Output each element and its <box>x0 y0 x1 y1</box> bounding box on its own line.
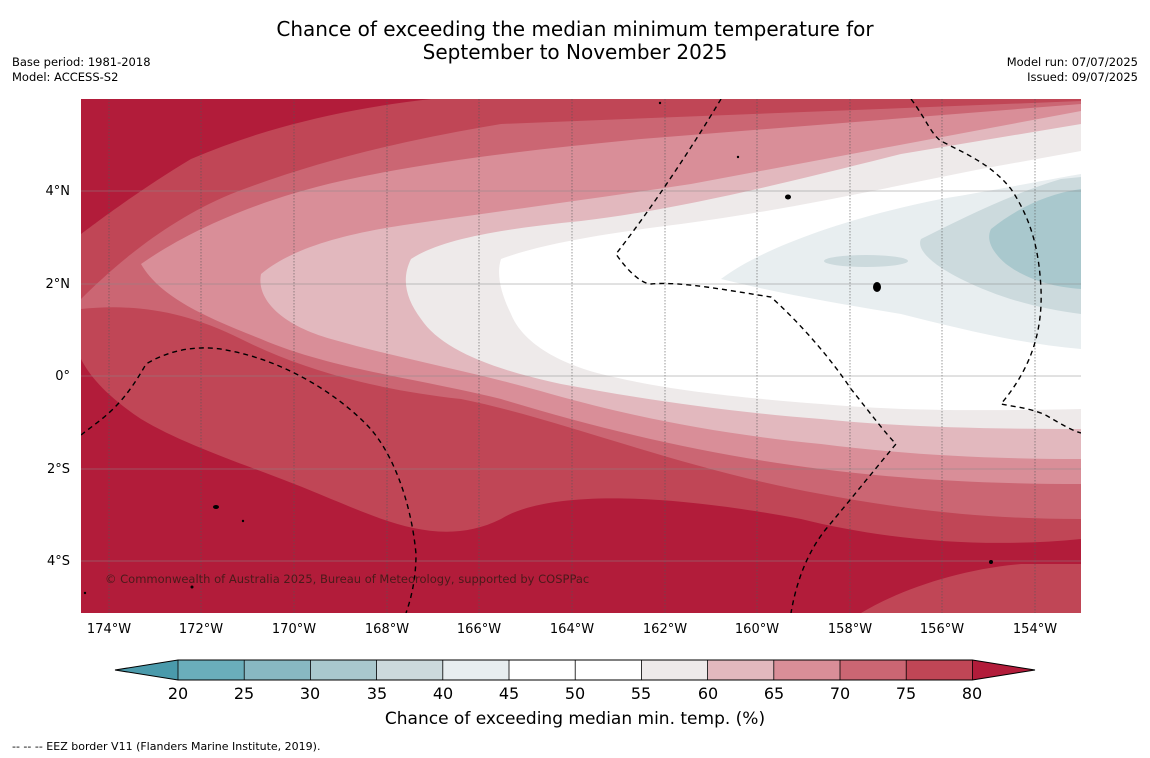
cb-60-65 <box>707 660 774 680</box>
eez-borders <box>81 99 1081 613</box>
cb-tick-65: 65 <box>763 684 785 703</box>
cb-extend-high <box>972 660 1035 680</box>
lon-label-160w: 160°W <box>734 622 780 637</box>
islands <box>83 101 993 595</box>
lon-label-162w: 162°W <box>642 622 688 637</box>
model-name: Model: ACCESS-S2 <box>12 70 119 84</box>
cb-tick-45: 45 <box>498 684 520 703</box>
lon-label-154w: 154°W <box>1012 622 1058 637</box>
graticule-lat <box>81 190 1081 562</box>
eez-footnote: -- -- -- EEZ border V11 (Flanders Marine… <box>12 740 321 753</box>
cb-50-55 <box>575 660 642 680</box>
issued-date: Issued: 09/07/2025 <box>1027 70 1138 84</box>
lon-label-156w: 156°W <box>919 622 965 637</box>
cb-55-60 <box>641 660 708 680</box>
cb-20-25 <box>178 660 245 680</box>
lat-label-2s: 2°S <box>46 462 70 477</box>
cb-tick-55: 55 <box>630 684 652 703</box>
cb-tick-20: 20 <box>167 684 189 703</box>
title-line-2: September to November 2025 <box>422 40 728 64</box>
meta-left: Base period: 1981-2018 Model: ACCESS-S2 <box>12 55 151 85</box>
cb-25-30 <box>244 660 311 680</box>
cb-tick-80: 80 <box>961 684 983 703</box>
cb-75-80 <box>906 660 973 680</box>
lat-label-0: 0° <box>55 369 70 384</box>
lon-label-168w: 168°W <box>364 622 410 637</box>
copyright-credit: © Commonwealth of Australia 2025, Bureau… <box>105 572 590 586</box>
lon-label-172w: 172°W <box>178 622 224 637</box>
cb-tick-40: 40 <box>432 684 454 703</box>
band-30-35 <box>989 189 1081 289</box>
map-svg <box>81 99 1081 613</box>
lon-label-158w: 158°W <box>827 622 873 637</box>
probability-map <box>81 99 1081 613</box>
cb-65-70 <box>773 660 840 680</box>
meta-right: Model run: 07/07/2025 Issued: 09/07/2025 <box>1007 55 1138 85</box>
cb-tick-70: 70 <box>829 684 851 703</box>
cb-70-75 <box>840 660 907 680</box>
colorbar <box>114 659 1036 681</box>
cb-tick-30: 30 <box>299 684 321 703</box>
cb-40-45 <box>442 660 509 680</box>
map-title: Chance of exceeding the median minimum t… <box>0 18 1150 64</box>
cb-35-40 <box>376 660 443 680</box>
lon-label-174w: 174°W <box>86 622 132 637</box>
lat-label-2n: 2°N <box>45 277 71 292</box>
cb-tick-35: 35 <box>366 684 388 703</box>
cb-tick-75: 75 <box>895 684 917 703</box>
band-35-40-patch <box>824 255 908 267</box>
lat-label-4s: 4°S <box>46 554 70 569</box>
title-line-1: Chance of exceeding the median minimum t… <box>276 17 874 41</box>
cb-tick-60: 60 <box>697 684 719 703</box>
cb-tick-25: 25 <box>233 684 255 703</box>
base-period: Base period: 1981-2018 <box>12 55 151 69</box>
lon-label-164w: 164°W <box>549 622 595 637</box>
cb-dividers <box>177 660 973 680</box>
lon-label-170w: 170°W <box>271 622 317 637</box>
cb-tick-50: 50 <box>564 684 586 703</box>
lon-label-166w: 166°W <box>456 622 502 637</box>
cb-extend-low <box>115 660 178 680</box>
cb-30-35 <box>310 660 377 680</box>
lat-label-4n: 4°N <box>45 184 71 199</box>
cb-45-50 <box>509 660 576 680</box>
colorbar-label: Chance of exceeding median min. temp. (%… <box>384 709 766 729</box>
model-run: Model run: 07/07/2025 <box>1006 55 1138 69</box>
